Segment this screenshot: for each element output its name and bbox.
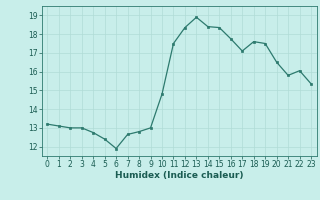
X-axis label: Humidex (Indice chaleur): Humidex (Indice chaleur) — [115, 171, 244, 180]
